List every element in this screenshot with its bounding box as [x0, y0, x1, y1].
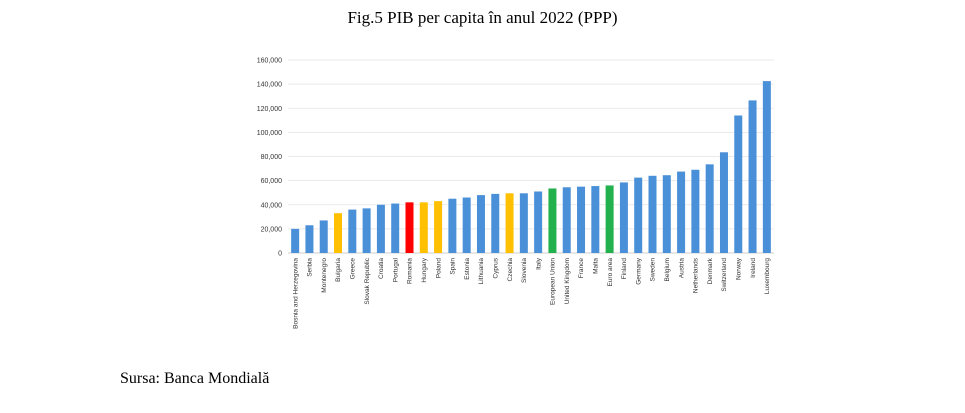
- y-tick-label: 120,000: [257, 106, 282, 113]
- x-tick-label: Poland: [435, 258, 442, 279]
- y-tick-label: 60,000: [261, 178, 283, 185]
- x-tick-label: Serbia: [307, 258, 314, 277]
- x-tick-label: Bulgaria: [335, 258, 342, 282]
- bar-germany: [634, 177, 643, 253]
- bar-united-kingdom: [562, 187, 571, 253]
- bar-croatia: [376, 204, 385, 253]
- grid-lines: [288, 59, 774, 254]
- x-tick-label: Luxembourg: [764, 258, 771, 295]
- bar-finland: [619, 182, 628, 253]
- bar-slovenia: [519, 193, 528, 253]
- x-tick-label: Belgium: [664, 258, 671, 281]
- y-tick-label: 100,000: [257, 130, 282, 137]
- bar-greece: [348, 209, 357, 253]
- x-tick-label: Czechia: [507, 258, 514, 282]
- x-tick-label: Lithuania: [478, 258, 485, 285]
- x-tick-label: Ireland: [750, 258, 757, 278]
- x-tick-label: Switzerland: [721, 258, 728, 292]
- x-tick-label: Malta: [593, 258, 600, 274]
- y-axis: 0 20,000 40,000 60,000 80,000 100,000 120,000 1…: [257, 58, 282, 258]
- x-tick-label: Hungary: [421, 257, 428, 282]
- bar-france: [577, 186, 586, 253]
- bar-serbia: [305, 225, 314, 253]
- x-tick-label: Greece: [350, 258, 357, 280]
- bar-switzerland: [719, 152, 728, 253]
- x-tick-label: Finland: [621, 258, 628, 280]
- bar-sweden: [648, 175, 657, 253]
- x-tick-label: Croatia: [378, 258, 385, 279]
- x-tick-label: Germany: [635, 257, 642, 284]
- bar-italy: [534, 191, 543, 253]
- source-note: Sursa: Banca Mondială: [120, 370, 270, 387]
- bar-portugal: [391, 203, 400, 253]
- y-tick-label: 160,000: [257, 58, 282, 65]
- bar-luxembourg: [762, 81, 771, 253]
- bars: [291, 81, 771, 253]
- bar-spain: [448, 198, 457, 253]
- x-tick-label: Montenegro: [321, 258, 328, 293]
- x-tick-label: France: [578, 258, 585, 279]
- x-tick-label: Sweden: [650, 258, 657, 282]
- bar-czechia: [505, 193, 514, 253]
- y-tick-label: 20,000: [261, 226, 283, 233]
- bar-norway: [734, 115, 743, 253]
- x-tick-label: Slovak Republic: [364, 257, 371, 304]
- bar-european-union: [548, 188, 557, 253]
- bar-slovak-republic: [362, 208, 371, 253]
- x-tick-label: Austria: [678, 258, 685, 279]
- y-tick-label: 40,000: [261, 202, 283, 209]
- bar-austria: [677, 171, 686, 253]
- x-tick-label: Denmark: [707, 257, 714, 284]
- x-tick-label: Romania: [407, 258, 414, 284]
- x-tick-label: Cyprus: [492, 257, 499, 278]
- bar-lithuania: [476, 195, 485, 253]
- x-tick-label: Netherlands: [693, 257, 700, 293]
- bar-ireland: [748, 100, 757, 253]
- x-tick-label: Spain: [450, 258, 457, 275]
- x-tick-label: Estonia: [464, 258, 471, 280]
- x-tick-label: Italy: [535, 257, 542, 270]
- y-tick-label: 140,000: [257, 82, 282, 89]
- bar-bulgaria: [334, 213, 343, 253]
- x-tick-label: Euro area: [607, 258, 614, 287]
- bar-euro-area: [605, 185, 614, 253]
- bar-romania: [405, 202, 414, 253]
- bar-netherlands: [691, 169, 700, 253]
- bar-poland: [434, 201, 443, 253]
- x-tick-label: Norway: [735, 257, 742, 280]
- x-tick-label: Bosnia and Herzegovina: [292, 258, 299, 329]
- bar-malta: [591, 186, 600, 253]
- x-axis: Bosnia and Herzegovina Serbia Montenegro Bu…: [292, 257, 771, 329]
- x-tick-label: United Kingdom: [564, 258, 571, 304]
- y-tick-label: 0: [278, 251, 282, 258]
- bar-bosnia-and-herzegovina: [291, 228, 300, 253]
- x-tick-label: Slovenia: [521, 258, 528, 283]
- bar-hungary: [419, 202, 428, 253]
- bar-montenegro: [319, 220, 328, 253]
- bar-belgium: [662, 175, 671, 253]
- x-tick-label: European Union: [550, 258, 557, 305]
- bar-estonia: [462, 197, 471, 253]
- bar-denmark: [705, 164, 714, 253]
- x-tick-label: Portugal: [392, 257, 399, 282]
- figure-title: Fig.5 PIB per capita în anul 2022 (PPP): [347, 8, 618, 27]
- bar-cyprus: [491, 193, 500, 253]
- y-tick-label: 80,000: [261, 154, 283, 161]
